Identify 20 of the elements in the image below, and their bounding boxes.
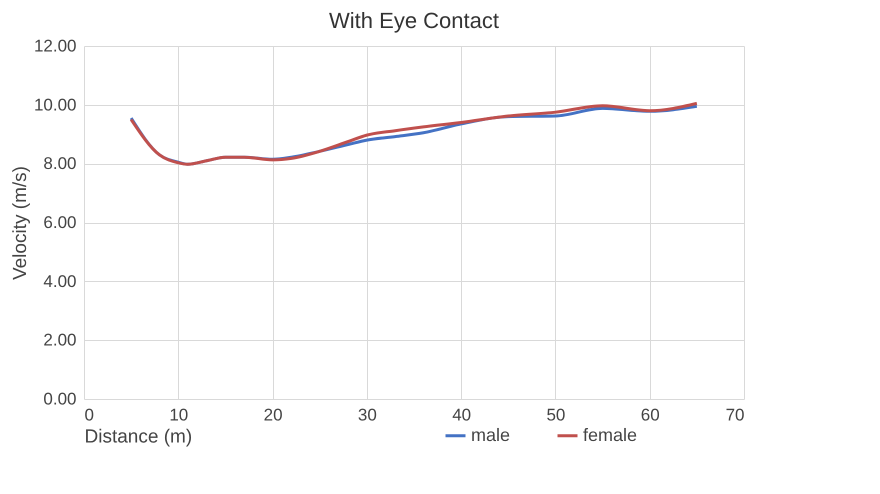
- x-tick-label: 70: [726, 406, 744, 424]
- x-tick-label: 60: [640, 406, 660, 424]
- x-tick-label: 40: [452, 406, 472, 424]
- y-tick-label: 10.00: [34, 95, 76, 114]
- x-tick-label: 10: [169, 406, 188, 424]
- y-tick-label: 8.00: [43, 154, 76, 174]
- legend-label: female: [583, 424, 638, 445]
- x-tick-label: 0: [84, 406, 94, 424]
- x-axis-title: Distance (m): [84, 426, 192, 448]
- y-axis-title: Velocity (m/s): [10, 166, 31, 280]
- y-tick-label: 6.00: [43, 213, 76, 232]
- y-tick-label: 0.00: [43, 390, 76, 408]
- x-tick-label: 20: [264, 406, 283, 424]
- chart-title: With Eye Contact: [329, 8, 499, 33]
- x-tick-label: 50: [546, 406, 566, 424]
- legend-label: male: [471, 424, 510, 445]
- y-tick-label: 4.00: [43, 272, 76, 291]
- y-tick-label: 2.00: [43, 330, 76, 350]
- x-tick-label: 30: [358, 406, 377, 424]
- y-tick-label: 12.00: [34, 36, 76, 56]
